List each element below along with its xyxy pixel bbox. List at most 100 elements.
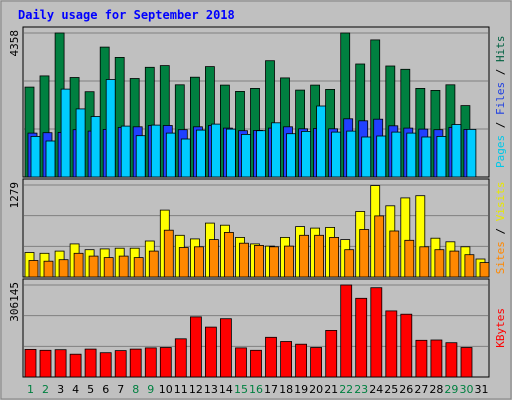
kbytes-bar-kbytes-day-10 <box>159 347 172 378</box>
visits-bar-sites-day-28 <box>434 249 445 278</box>
kbytes-max-label: 306145 <box>8 282 21 322</box>
hits-bar-pages-day-24 <box>376 135 387 178</box>
hits-bar-pages-day-4 <box>75 108 86 178</box>
kbytes-bar-kbytes-day-22 <box>340 284 353 378</box>
kbytes-bar-kbytes-day-14 <box>219 318 232 378</box>
x-tick-day-16: 16 <box>249 383 263 396</box>
visits-bar-sites-day-16 <box>254 244 264 278</box>
kbytes-axis-label-kbytes: KBytes <box>494 308 507 348</box>
visits-bar-sites-day-7 <box>118 255 129 278</box>
visits-bar-sites-day-15 <box>239 242 249 278</box>
visits-bar-sites-day-13 <box>208 239 219 278</box>
kbytes-bar-kbytes-day-6 <box>99 352 112 378</box>
hits-bar-pages-day-28 <box>436 135 447 178</box>
visits-bar-sites-day-19 <box>299 234 310 278</box>
kbytes-bar-kbytes-day-23 <box>355 297 368 378</box>
x-tick-day-10: 10 <box>159 383 173 396</box>
x-tick-day-7: 7 <box>117 383 124 396</box>
plot-layer: 4358 Pages / Files / Hits 1279 Sites / Visi… <box>8 26 507 396</box>
hits-bar-pages-day-29 <box>451 124 462 178</box>
kbytes-bar-kbytes-day-3 <box>54 349 67 378</box>
hits-bar-pages-day-13 <box>210 123 221 178</box>
hits-bar-pages-day-20 <box>316 105 327 178</box>
visits-bar-sites-day-26 <box>404 239 415 278</box>
kbytes-bar-kbytes-day-13 <box>204 326 217 378</box>
kbytes-bar-kbytes-day-16 <box>250 349 262 378</box>
kbytes-bar-kbytes-day-21 <box>325 329 338 378</box>
kbytes-bar-kbytes-day-1 <box>24 348 37 378</box>
x-tick-day-25: 25 <box>384 383 398 396</box>
kbytes-bar-kbytes-day-26 <box>400 313 413 378</box>
x-tick-day-31: 31 <box>475 383 489 396</box>
x-tick-day-2: 2 <box>42 383 49 396</box>
visits-bar-sites-day-12 <box>193 246 204 278</box>
visits-bar-sites-day-4 <box>73 252 84 278</box>
x-tick-day-29: 29 <box>444 383 458 396</box>
hits-bar-pages-day-6 <box>105 79 116 178</box>
x-tick-day-19: 19 <box>294 383 308 396</box>
visits-bar-sites-day-14 <box>223 231 234 278</box>
x-tick-day-27: 27 <box>414 383 428 396</box>
hits-bar-pages-day-26 <box>406 132 417 178</box>
kbytes-bar-kbytes-day-9 <box>144 347 157 378</box>
kbytes-bar-kbytes-day-12 <box>189 316 202 378</box>
visits-bar-sites-day-20 <box>314 234 325 278</box>
hits-bar-pages-day-25 <box>391 131 402 178</box>
kbytes-bar-kbytes-day-17 <box>265 336 277 378</box>
x-tick-day-1: 1 <box>27 383 34 396</box>
x-tick-day-14: 14 <box>219 383 233 396</box>
x-tick-day-24: 24 <box>369 383 383 396</box>
hits-bar-pages-day-2 <box>45 140 56 178</box>
hits-bar-pages-day-8 <box>135 135 146 178</box>
kbytes-bar-kbytes-day-20 <box>310 347 323 378</box>
visits-bar-sites-day-29 <box>449 250 460 278</box>
hits-bar-pages-day-12 <box>195 129 206 178</box>
visits-bar-sites-day-18 <box>284 245 294 278</box>
x-tick-day-28: 28 <box>429 383 443 396</box>
visits-bar-sites-day-24 <box>374 215 385 278</box>
hits-bar-pages-day-27 <box>421 136 432 178</box>
kbytes-bar-kbytes-day-29 <box>445 342 458 378</box>
visits-bar-sites-day-9 <box>148 250 159 278</box>
hits-axis-label-files: Files <box>494 82 507 115</box>
visits-bar-sites-day-23 <box>359 229 370 278</box>
hits-axis-label-hits: Hits <box>494 36 507 63</box>
x-tick-day-26: 26 <box>399 383 413 396</box>
x-tick-day-23: 23 <box>354 383 368 396</box>
x-tick-day-3: 3 <box>57 383 64 396</box>
visits-bar-sites-day-8 <box>133 257 144 278</box>
visits-axis-label-sites: Sites <box>494 241 507 274</box>
x-tick-day-22: 22 <box>339 383 353 396</box>
x-tick-day-21: 21 <box>324 383 338 396</box>
visits-axis-label-visits: Visits <box>494 181 507 221</box>
visits-bar-sites-day-5 <box>88 255 99 278</box>
visits-bar-sites-day-3 <box>58 259 69 278</box>
x-tick-day-8: 8 <box>132 383 139 396</box>
visits-axis-label: Sites / Visits <box>494 181 507 274</box>
visits-bar-sites-day-1 <box>28 260 39 278</box>
visits-bar-sites-day-30 <box>464 254 475 278</box>
hits-max-label: 4358 <box>8 30 21 57</box>
visits-bar-sites-day-17 <box>269 246 279 278</box>
hits-axis-label: Pages / Files / Hits <box>494 36 507 169</box>
kbytes-bar-kbytes-day-11 <box>174 338 187 378</box>
kbytes-bar-kbytes-day-18 <box>280 341 293 378</box>
kbytes-bar-kbytes-day-2 <box>39 349 52 378</box>
kbytes-bar-kbytes-day-8 <box>129 348 142 378</box>
x-tick-day-18: 18 <box>279 383 293 396</box>
hits-bar-pages-day-22 <box>346 130 357 178</box>
hits-bar-pages-day-17 <box>271 122 281 178</box>
hits-bar-pages-day-16 <box>256 130 266 178</box>
hits-bar-pages-day-10 <box>165 132 176 178</box>
visits-bar-sites-day-22 <box>344 249 355 278</box>
hits-bar-pages-day-15 <box>241 133 251 178</box>
hits-bar-pages-day-19 <box>301 130 312 178</box>
hits-bar-pages-day-9 <box>150 124 161 178</box>
visits-max-label: 1279 <box>8 182 21 209</box>
visits-bar-sites-day-27 <box>419 246 430 278</box>
hits-axis-separator: / <box>494 115 507 135</box>
visits-bar-sites-day-21 <box>329 236 340 278</box>
x-tick-day-5: 5 <box>87 383 94 396</box>
